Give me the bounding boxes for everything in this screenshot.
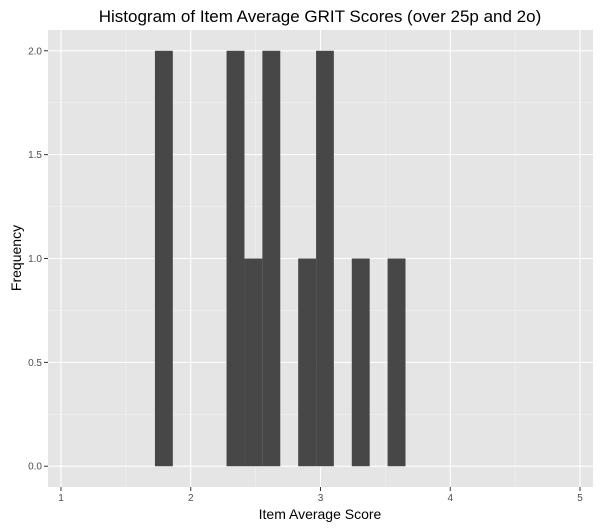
x-tick-label: 4 — [447, 493, 453, 504]
plot-panel — [48, 30, 593, 487]
histogram-bar — [298, 258, 317, 467]
y-tick-label: 1.0 — [28, 254, 42, 265]
x-tick-label: 5 — [577, 493, 583, 504]
histogram-bar — [351, 258, 370, 467]
histogram-bar — [154, 50, 173, 467]
chart-title: Histogram of Item Average GRIT Scores (o… — [99, 7, 542, 26]
y-tick-label: 0.5 — [28, 358, 42, 369]
histogram-bar — [387, 258, 406, 467]
x-tick-label: 3 — [318, 493, 324, 504]
histogram-bar — [262, 50, 281, 467]
y-tick-label: 2.0 — [28, 46, 42, 57]
y-axis: 0.0 0.5 1.0 1.5 2.0 — [28, 46, 48, 473]
histogram-bar — [226, 50, 245, 467]
x-axis-title: Item Average Score — [259, 506, 382, 522]
y-axis-title: Frequency — [8, 225, 24, 291]
y-tick-label: 0.0 — [28, 462, 42, 473]
x-tick-label: 1 — [58, 493, 64, 504]
y-tick-label: 1.5 — [28, 150, 42, 161]
x-axis: 1 2 3 4 5 — [58, 487, 583, 504]
x-tick-label: 2 — [188, 493, 194, 504]
histogram-bar — [244, 258, 263, 467]
histogram-bar — [316, 50, 334, 467]
